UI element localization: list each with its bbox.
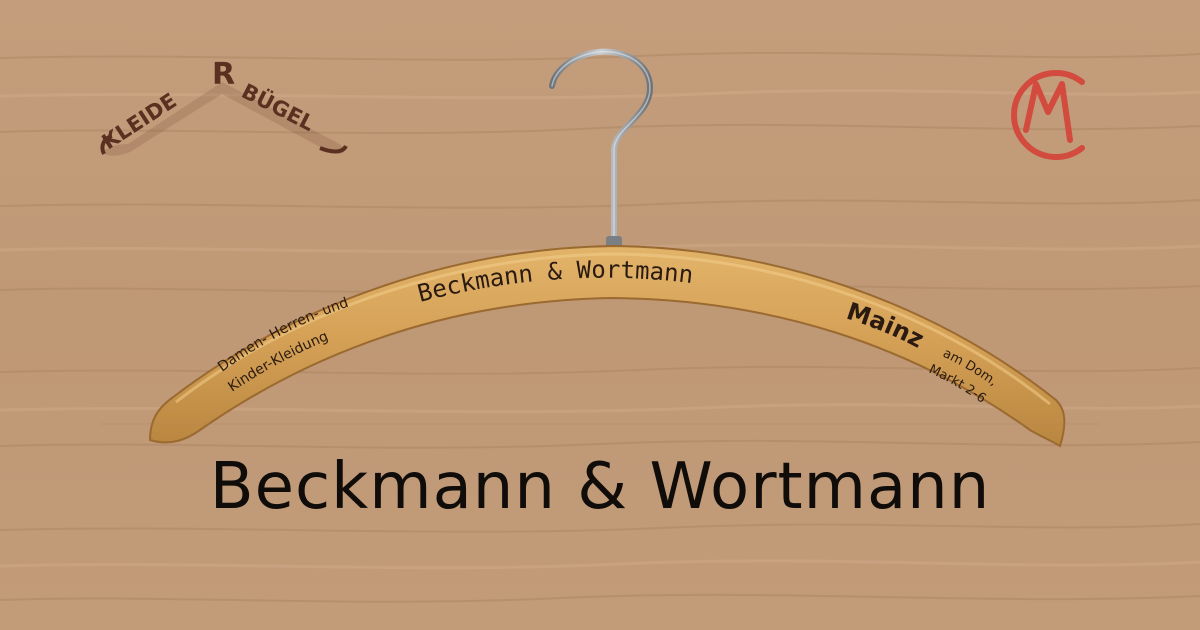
logo-swoosh-end	[319, 144, 348, 154]
logo-letter-r: R	[212, 57, 235, 92]
logo-roof-shape	[102, 82, 345, 156]
monogram-c-arc	[1011, 70, 1085, 160]
hanger-body	[100, 244, 1100, 448]
cm-monogram-logo	[1011, 70, 1085, 160]
logo-swoosh	[100, 134, 113, 155]
page-title: Beckmann & Wortmann	[209, 450, 991, 524]
monogram-m-shape	[1023, 81, 1073, 143]
